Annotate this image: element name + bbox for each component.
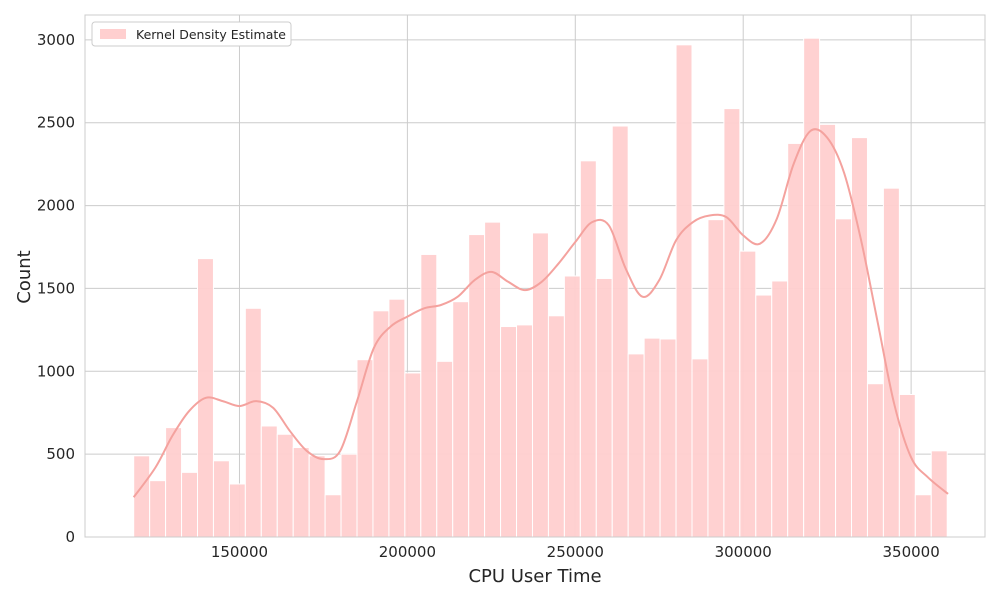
histogram-bar (516, 324, 533, 538)
histogram-bar (643, 337, 661, 538)
histogram-bar (452, 301, 470, 538)
histogram-bar (500, 326, 518, 538)
histogram-bar (468, 234, 486, 538)
x-axis-title: CPU User Time (468, 566, 601, 587)
legend-box (91, 21, 292, 47)
histogram-bar (324, 494, 342, 538)
histogram-bar (835, 218, 853, 538)
histogram-bar (181, 471, 198, 538)
kde-line (132, 128, 949, 498)
histogram-bar (611, 125, 629, 538)
histogram-bar (356, 359, 374, 538)
histogram-bar (292, 447, 310, 538)
histogram-bar (787, 142, 805, 538)
y-tick-label: 3000 (37, 31, 75, 49)
histogram-bar (771, 280, 789, 538)
x-tick-label: 300000 (715, 543, 772, 561)
histogram-bar (595, 277, 613, 538)
kde-curve-group (132, 128, 949, 498)
histogram-bar (851, 137, 868, 538)
histogram-bar (276, 433, 294, 538)
histogram-bar (244, 307, 262, 538)
histogram-bar (723, 108, 741, 538)
y-tick-label: 500 (46, 445, 75, 463)
histogram-bar (228, 483, 246, 538)
histogram-bar (819, 123, 837, 538)
histogram-bar (691, 358, 709, 538)
y-tick-label: 0 (65, 528, 75, 546)
histogram-bar (149, 480, 167, 538)
legend-label: Kernel Density Estimate (136, 27, 286, 42)
y-tick-label: 2000 (37, 197, 75, 215)
x-tick-labels: 150000 200000 250000 300000 350000 (211, 543, 940, 561)
y-axis-title: Count (14, 250, 35, 303)
histogram-bar (659, 338, 677, 538)
histogram-bar (898, 393, 916, 538)
histogram-bar (675, 44, 693, 538)
histogram-bar (436, 360, 454, 538)
y-tick-label: 2500 (37, 114, 75, 132)
plot-frame (84, 14, 986, 538)
histogram-bar (340, 453, 358, 538)
histogram-bar (260, 425, 278, 538)
histogram-bar (484, 221, 502, 538)
x-tick-label: 200000 (379, 543, 436, 561)
x-tick-label: 350000 (882, 543, 939, 561)
histogram-bar (404, 372, 422, 538)
histogram-bars (133, 37, 948, 538)
x-tick-label: 150000 (211, 543, 268, 561)
histogram-bar (627, 353, 645, 538)
histogram-bar (803, 37, 821, 538)
histogram-bar (930, 450, 948, 538)
y-tick-label: 1500 (37, 279, 75, 297)
histogram-bar (547, 315, 565, 538)
legend-swatch (100, 29, 126, 39)
histogram-bar (866, 383, 884, 538)
histogram-bar (579, 160, 597, 538)
legend: Kernel Density Estimate (91, 21, 292, 47)
y-tick-labels: 0 500 1000 1500 2000 2500 3000 (37, 31, 75, 546)
plot-border (84, 14, 986, 538)
y-tick-label: 1000 (37, 362, 75, 380)
histogram-bar (914, 494, 932, 538)
histogram-bar (707, 219, 725, 538)
histogram-bar (420, 253, 438, 538)
histogram-bar (563, 275, 581, 538)
histogram-bar (388, 298, 406, 538)
histogram-bar (308, 455, 326, 538)
histogram-bar (133, 455, 151, 538)
x-tick-label: 250000 (547, 543, 604, 561)
histogram-bar (739, 250, 757, 538)
histogram-bar (212, 460, 230, 538)
histogram-bar (755, 294, 773, 538)
